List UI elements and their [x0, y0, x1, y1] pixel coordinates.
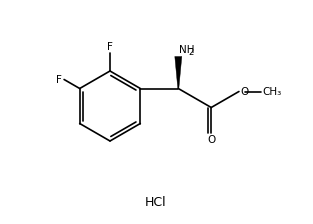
Text: F: F: [56, 75, 62, 84]
Text: CH₃: CH₃: [262, 86, 281, 97]
Text: HCl: HCl: [145, 196, 167, 209]
Text: F: F: [107, 42, 113, 52]
Text: 2: 2: [188, 48, 193, 57]
Polygon shape: [175, 56, 182, 88]
Text: O: O: [207, 134, 215, 144]
Text: O: O: [240, 86, 248, 97]
Text: NH: NH: [179, 45, 195, 54]
